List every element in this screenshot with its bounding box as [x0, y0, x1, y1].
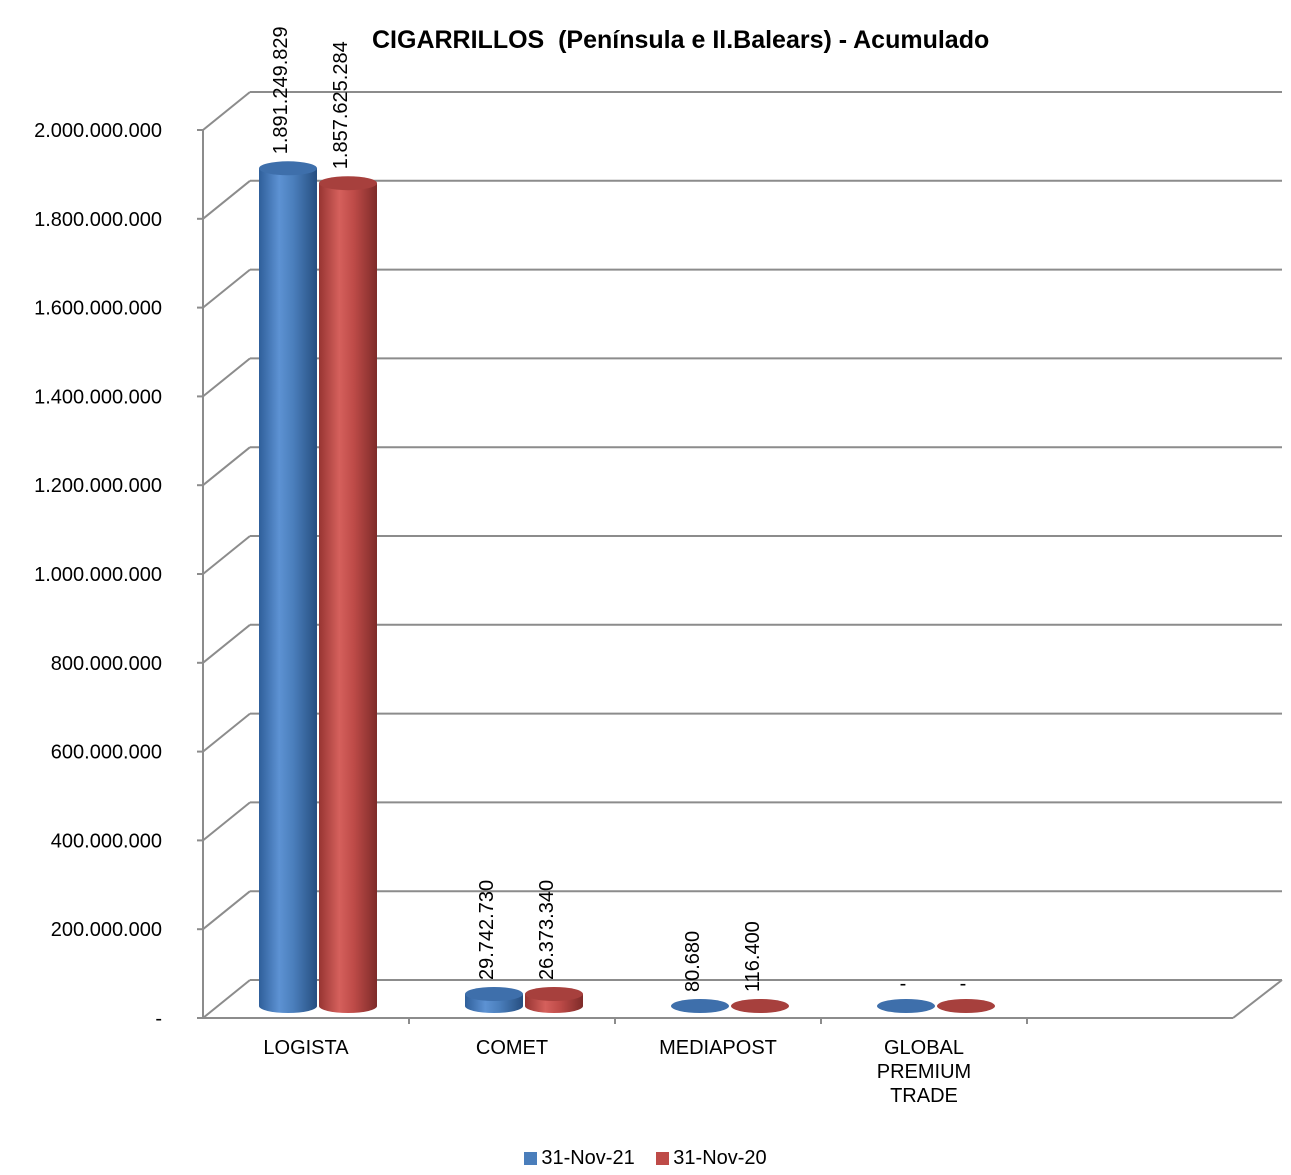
gridline-diagonal: [202, 712, 251, 753]
y-tick-label: -: [155, 1008, 162, 1030]
bar: [877, 999, 935, 1013]
x-tick-label: LOGISTA: [263, 1037, 349, 1059]
bar-top: [877, 999, 935, 1013]
bar-body: [259, 168, 317, 1013]
bar: [465, 987, 523, 1013]
bar: [671, 999, 729, 1013]
legend-item-series-1: 31-Nov-21: [524, 1147, 635, 1170]
legend-swatch-series-2: [656, 1152, 670, 1165]
bar: [319, 176, 377, 1014]
gridline-diagonal: [202, 91, 251, 131]
x-tick-label: COMET: [476, 1037, 548, 1059]
legend-swatch-series-1: [524, 1152, 538, 1165]
bar-top: [465, 987, 523, 1001]
legend-label-series-1: 31-Nov-21: [541, 1147, 635, 1169]
data-label: 26.373.340: [536, 880, 558, 980]
y-tick-label: 800.000.000: [51, 653, 162, 675]
y-tick-label: 1.400.000.000: [34, 386, 162, 408]
legend-item-series-2: 31-Nov-20: [656, 1147, 767, 1170]
data-label: -: [960, 973, 967, 995]
legend: 31-Nov-21 31-Nov-20: [0, 1147, 1291, 1171]
gridline-diagonal: [202, 357, 251, 398]
gridline-diagonal: [202, 180, 251, 220]
grid: [197, 91, 1283, 1019]
y-tick-label: 2.000.000.000: [34, 120, 162, 142]
y-tick-label: 400.000.000: [51, 830, 162, 852]
y-tick-label: 1.600.000.000: [34, 298, 162, 320]
y-tick-label: 1.800.000.000: [34, 209, 162, 231]
bar-top: [319, 176, 377, 191]
data-label: 1.891.249.829: [270, 26, 292, 154]
bar: [731, 999, 789, 1013]
y-tick-label: 600.000.000: [51, 742, 162, 764]
bar-top: [671, 999, 729, 1013]
data-label: 29.742.730: [476, 880, 498, 980]
gridline-diagonal: [202, 979, 251, 1019]
bar-body: [319, 183, 377, 1014]
gridline-diagonal: [202, 624, 251, 664]
bar: [259, 161, 317, 1013]
floor-edge: [1232, 979, 1283, 1019]
x-axis-ticks: LOGISTA COMET MEDIAPOST GLOBAL PREMIUM TRADE: [263, 1018, 1028, 1107]
x-tick-label: MEDIAPOST: [659, 1037, 777, 1059]
bar-top: [525, 987, 583, 1001]
data-label: 1.857.625.284: [330, 41, 352, 169]
x-tick-label: GLOBAL PREMIUM TRADE: [877, 1037, 971, 1107]
bar: [525, 987, 583, 1013]
data-label: -: [900, 973, 907, 995]
y-tick-label: 1.000.000.000: [34, 564, 162, 586]
bars: [259, 161, 995, 1014]
y-axis-ticks: - 200.000.000 400.000.000 600.000.000 800.00…: [34, 120, 162, 1030]
data-label: 80.680: [682, 931, 704, 992]
chart-title: CIGARRILLOS (Península e Il.Balears) - A…: [372, 26, 990, 54]
data-labels: 1.891.249.829 29.742.730 80.680 - 1.857.625.…: [270, 26, 966, 995]
bar-top: [937, 999, 995, 1013]
y-tick-label: 200.000.000: [51, 919, 162, 941]
bar-top: [259, 161, 317, 176]
gridline-diagonal: [202, 890, 251, 930]
gridline-diagonal: [202, 446, 251, 486]
data-label: 116.400: [742, 921, 764, 992]
gridline-diagonal: [202, 801, 251, 842]
gridline-diagonal: [202, 268, 251, 309]
y-tick-label: 1.200.000.000: [34, 475, 162, 497]
gridline-diagonal: [202, 535, 251, 575]
legend-label-series-2: 31-Nov-20: [673, 1147, 767, 1169]
bar-top: [731, 999, 789, 1013]
bar: [937, 999, 995, 1013]
